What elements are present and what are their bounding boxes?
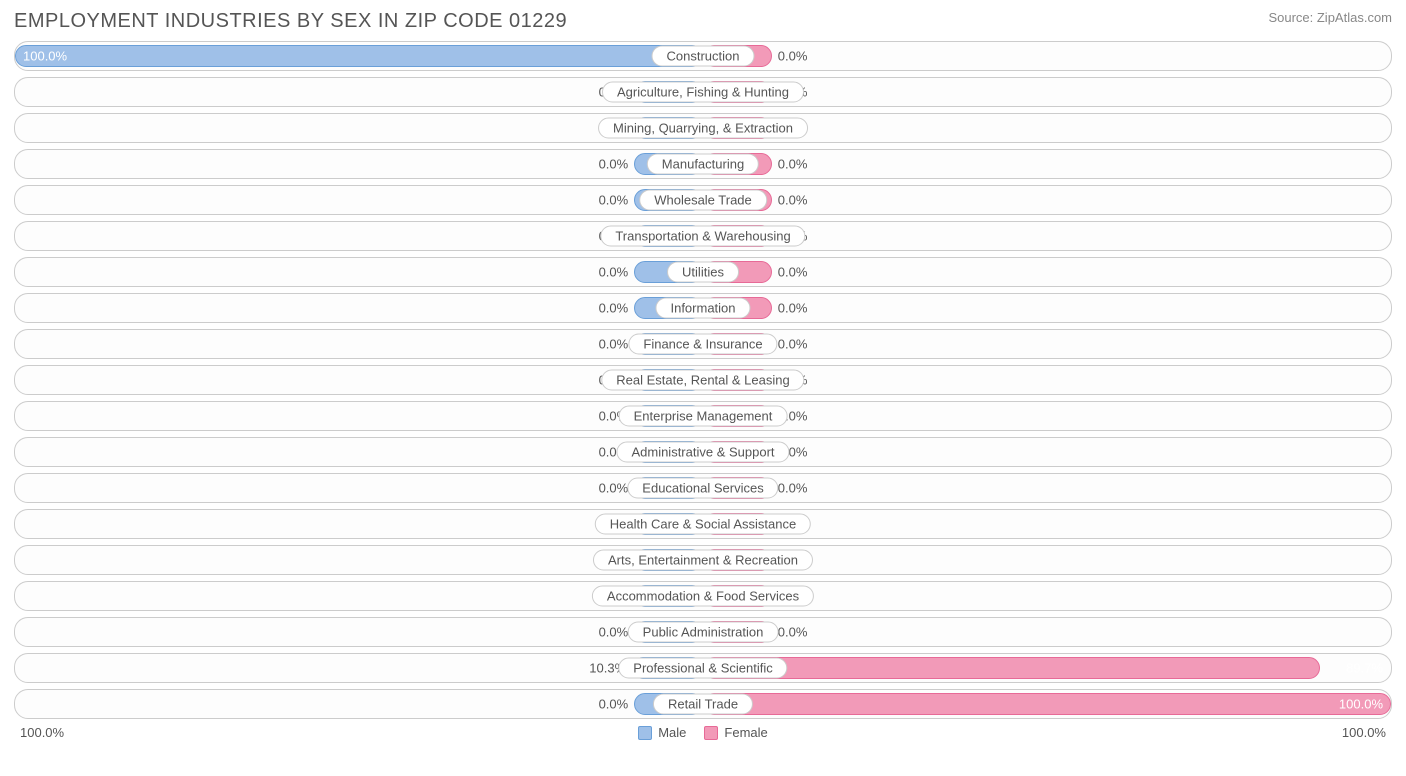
female-bar <box>703 657 1320 679</box>
chart-row: 0.0% 0.0%Educational Services <box>14 473 1392 503</box>
female-value: 0.0% <box>778 481 808 496</box>
legend-female-label: Female <box>724 725 767 740</box>
male-value: 0.0% <box>599 265 629 280</box>
chart-row: 100.0% 0.0% Construction <box>14 41 1392 71</box>
female-value: 0.0% <box>778 301 808 316</box>
category-label: Enterprise Management <box>619 406 788 427</box>
category-label: Construction <box>652 46 755 67</box>
female-value: 0.0% <box>778 265 808 280</box>
chart-row: 0.0%0.0%Administrative & Support <box>14 437 1392 467</box>
chart-row: 0.0%0.0%Enterprise Management <box>14 401 1392 431</box>
chart-legend: Male Female <box>638 725 768 740</box>
chart-body: 100.0%0.0%Construction0.0%0.0%Agricultur… <box>14 41 1392 719</box>
female-value: 0.0% <box>778 49 808 64</box>
legend-male-swatch <box>638 726 652 740</box>
female-bar <box>703 693 1391 715</box>
chart-row: 0.0% 0.0% Wholesale Trade <box>14 185 1392 215</box>
category-label: Public Administration <box>628 622 779 643</box>
category-label: Arts, Entertainment & Recreation <box>593 550 813 571</box>
female-value: 0.0% <box>778 193 808 208</box>
male-value: 0.0% <box>599 625 629 640</box>
chart-row: 0.0% 0.0%Finance & Insurance <box>14 329 1392 359</box>
chart-row: 0.0% 0.0%Public Administration <box>14 617 1392 647</box>
axis-label-right: 100.0% <box>1342 725 1386 740</box>
category-label: Finance & Insurance <box>628 334 777 355</box>
chart-row: 0.0%0.0%Arts, Entertainment & Recreation <box>14 545 1392 575</box>
legend-male-label: Male <box>658 725 686 740</box>
chart-row: 0.0%0.0%Agriculture, Fishing & Hunting <box>14 77 1392 107</box>
male-bar <box>15 45 703 67</box>
chart-row: 10.3%89.7%Professional & Scientific <box>14 653 1392 683</box>
category-label: Utilities <box>667 262 739 283</box>
legend-female-swatch <box>704 726 718 740</box>
male-value: 0.0% <box>599 193 629 208</box>
chart-row: 0.0%0.0%Transportation & Warehousing <box>14 221 1392 251</box>
chart-title: EMPLOYMENT INDUSTRIES BY SEX IN ZIP CODE… <box>14 10 567 33</box>
female-value: 0.0% <box>778 625 808 640</box>
chart-row: 0.0% 100.0% Retail Trade <box>14 689 1392 719</box>
chart-row: 0.0% 0.0% Manufacturing <box>14 149 1392 179</box>
category-label: Agriculture, Fishing & Hunting <box>602 82 804 103</box>
category-label: Manufacturing <box>647 154 759 175</box>
category-label: Transportation & Warehousing <box>600 226 805 247</box>
category-label: Health Care & Social Assistance <box>595 514 811 535</box>
chart-footer: 100.0% Male Female 100.0% <box>14 725 1392 740</box>
category-label: Administrative & Support <box>616 442 789 463</box>
chart-row: 0.0% 0.0% Utilities <box>14 257 1392 287</box>
female-value: 89.7% <box>1346 661 1383 676</box>
chart-row: 0.0% 0.0% Information <box>14 293 1392 323</box>
category-label: Educational Services <box>627 478 778 499</box>
male-value: 0.0% <box>599 337 629 352</box>
category-label: Real Estate, Rental & Leasing <box>601 370 804 391</box>
chart-header: EMPLOYMENT INDUSTRIES BY SEX IN ZIP CODE… <box>14 10 1392 33</box>
category-label: Mining, Quarrying, & Extraction <box>598 118 808 139</box>
axis-label-left: 100.0% <box>20 725 64 740</box>
male-value: 0.0% <box>599 301 629 316</box>
category-label: Wholesale Trade <box>639 190 767 211</box>
chart-row: 0.0%0.0%Health Care & Social Assistance <box>14 509 1392 539</box>
category-label: Professional & Scientific <box>618 658 787 679</box>
chart-row: 0.0%0.0%Mining, Quarrying, & Extraction <box>14 113 1392 143</box>
male-value: 0.0% <box>599 697 629 712</box>
female-value: 0.0% <box>778 157 808 172</box>
male-value: 0.0% <box>599 481 629 496</box>
category-label: Information <box>655 298 750 319</box>
male-value: 0.0% <box>599 157 629 172</box>
category-label: Accommodation & Food Services <box>592 586 814 607</box>
male-value: 100.0% <box>23 49 67 64</box>
chart-source: Source: ZipAtlas.com <box>1268 10 1392 25</box>
category-label: Retail Trade <box>653 694 753 715</box>
chart-row: 0.0%0.0%Accommodation & Food Services <box>14 581 1392 611</box>
legend-male: Male <box>638 725 686 740</box>
female-value: 100.0% <box>1339 697 1383 712</box>
legend-female: Female <box>704 725 767 740</box>
female-value: 0.0% <box>778 337 808 352</box>
chart-row: 0.0%0.0%Real Estate, Rental & Leasing <box>14 365 1392 395</box>
